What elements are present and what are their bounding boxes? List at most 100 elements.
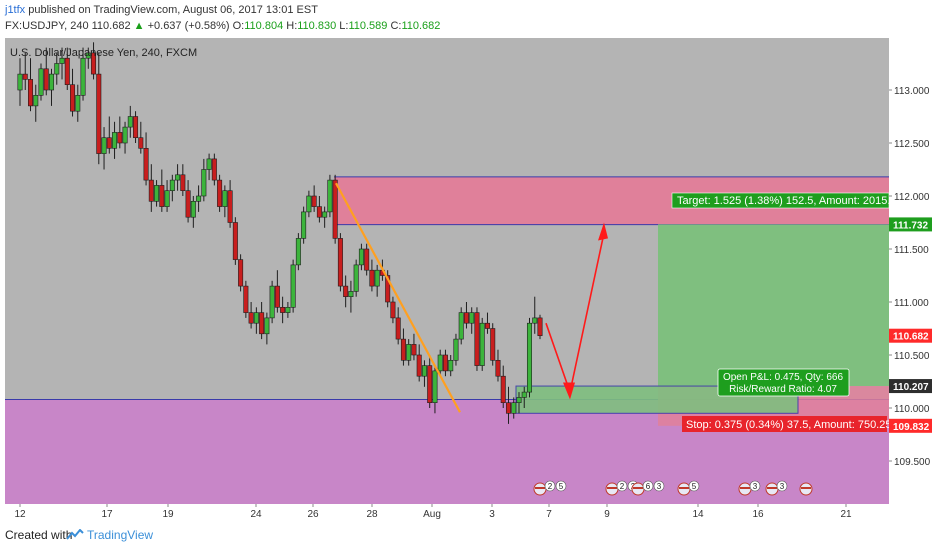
candle-body (500, 375, 506, 404)
x-tick-label: 14 (692, 509, 704, 520)
y-tick-label: 113.000 (894, 86, 930, 97)
candle-body (358, 248, 364, 266)
candle-body (406, 344, 412, 361)
candle-body (232, 222, 238, 260)
candle-body (96, 73, 102, 154)
event-count-badge (544, 480, 556, 492)
candle-body (421, 365, 427, 377)
x-tick-label: 21 (840, 509, 852, 520)
candle-body (463, 312, 469, 324)
candle-body (28, 79, 34, 107)
candle-body (59, 57, 65, 64)
last-price: 110.682 (91, 20, 131, 32)
event-flag-icon: 3 (765, 480, 788, 496)
candle-body (196, 195, 202, 202)
candle-body (238, 259, 244, 287)
candle-body (243, 285, 249, 313)
flag-stripe-icon (535, 487, 545, 489)
candle-body (33, 94, 39, 107)
candle-body (222, 190, 228, 207)
candle-body (343, 285, 349, 298)
candle-body (332, 179, 338, 239)
candle-body (217, 179, 223, 207)
candle-body (269, 285, 275, 319)
price-tag (889, 217, 932, 232)
close-value: 110.682 (401, 20, 441, 32)
tradingview-logo-icon (66, 529, 84, 540)
open-label: O: (232, 20, 245, 32)
event-flag-icon: 5 (677, 480, 700, 496)
candle-body (206, 158, 212, 170)
event-count-badge (653, 480, 665, 492)
candle-body (458, 312, 464, 340)
open-value: 110.804 (244, 20, 284, 32)
candle-body (337, 238, 343, 287)
candle-body (159, 185, 165, 207)
candle-body (400, 338, 406, 361)
arrow-head-icon (598, 222, 608, 241)
price-tag (889, 379, 932, 394)
candle-body (38, 68, 44, 96)
trendline (335, 182, 461, 413)
candle-body (17, 73, 23, 91)
candle-body (537, 317, 543, 337)
event-flag-icon: 3 (738, 480, 761, 496)
event-count-label: 6 (646, 482, 651, 491)
candle-body (70, 84, 76, 112)
event-count-label: 2 (620, 482, 625, 491)
publish-line: j1tfx published on TradingView.com, Augu… (5, 3, 318, 17)
candle-body (474, 312, 480, 366)
low-label: L: (339, 20, 349, 32)
price-tag-label: 111.732 (893, 220, 928, 231)
candle-body (516, 397, 522, 403)
candle-body (416, 354, 422, 377)
event-count-label: 3 (657, 482, 662, 491)
event-count-badge (616, 480, 628, 492)
event-count-badge (776, 480, 788, 492)
candle-body (505, 402, 511, 414)
price-tag-label: 110.207 (893, 382, 929, 393)
candle-body (64, 57, 70, 86)
y-axis-layer: 113.000 112.500 112.000 111.500 111.000 110.5… (889, 86, 932, 468)
candle-body (227, 190, 233, 223)
x-tick-label: 3 (489, 509, 495, 520)
tradingview-brand[interactable]: TradingView (87, 528, 154, 542)
price-tag (889, 418, 932, 433)
candle-body (211, 158, 217, 181)
author-link[interactable]: j1tfx (5, 4, 26, 16)
ohlc-line: FX:USDJPY, 240 110.682 ▲ +0.637 (+0.58%)… (5, 19, 440, 33)
candle-body (437, 354, 443, 372)
price-axis (889, 38, 932, 504)
candle-body (101, 137, 107, 154)
candle-body (484, 322, 490, 329)
x-tick-label: 16 (752, 509, 764, 520)
rr-label: Risk/Reward Ratio: 4.07 (729, 384, 837, 395)
candle-body (285, 306, 291, 313)
high-label: H: (286, 20, 298, 32)
high-value: 110.830 (297, 20, 337, 32)
price-chart[interactable]: Target: 1.525 (1.38%) 152.5, Amount: 201… (0, 38, 932, 520)
candle-body (395, 317, 401, 340)
candle-body (369, 269, 375, 287)
candle-body (322, 211, 328, 218)
candle-body (295, 238, 301, 266)
x-tick-label: 24 (250, 509, 262, 520)
pl-label-box (717, 368, 850, 397)
candle-body (259, 312, 265, 335)
candle-body (385, 275, 391, 303)
published-text: published on TradingView.com, August 06,… (28, 4, 318, 16)
candle-body (253, 312, 259, 324)
candle-body (143, 148, 149, 181)
candle-body (49, 73, 55, 91)
candle-body (432, 370, 438, 403)
candle-body (85, 52, 91, 59)
candle-body (148, 179, 154, 202)
target-label: Target: 1.525 (1.38%) 152.5, Amount: 201… (677, 195, 903, 207)
candle-body (390, 301, 396, 319)
price-tag (889, 328, 932, 343)
candle-body (469, 312, 475, 324)
candle-body (290, 264, 296, 308)
candle-body (316, 206, 322, 218)
candle-body (427, 365, 433, 404)
